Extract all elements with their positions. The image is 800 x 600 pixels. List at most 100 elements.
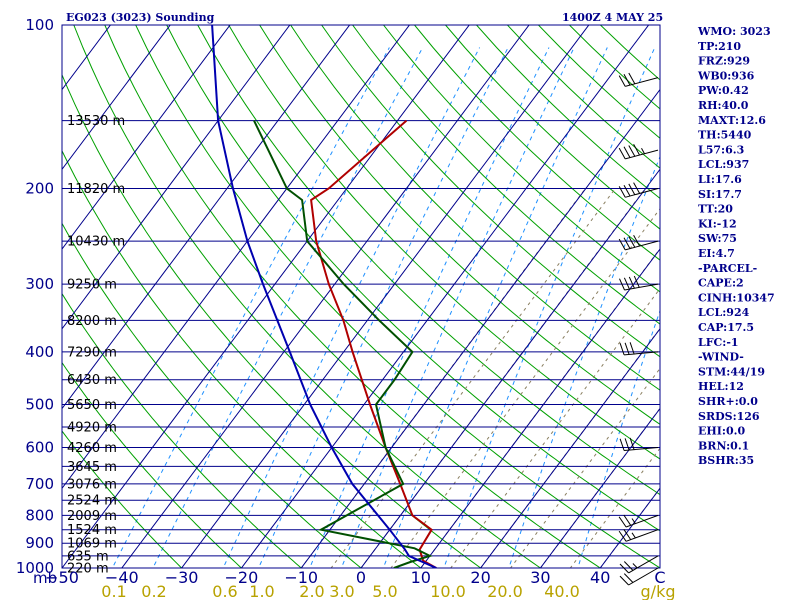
height-labels: 13530 m 11820 m 10430 m 9250 m 8200 m 7290 m 6… bbox=[67, 114, 125, 576]
isotherm-line bbox=[62, 25, 171, 171]
dry-adiabat-line bbox=[73, 25, 542, 568]
isotherm-line bbox=[420, 248, 660, 568]
height-label: 8200 m bbox=[67, 314, 117, 329]
isotherm-line bbox=[62, 25, 470, 568]
temperature-tick: C bbox=[654, 568, 665, 587]
height-label: 3076 m bbox=[67, 477, 117, 492]
wind-barb bbox=[618, 529, 659, 542]
wind-barb bbox=[619, 437, 659, 451]
temperature-tick: −10 bbox=[284, 568, 318, 587]
height-label: 11820 m bbox=[67, 182, 125, 197]
mixing-ratio-line bbox=[340, 47, 575, 568]
stat-item: EI:4.7 bbox=[698, 247, 735, 260]
isobar-lines bbox=[62, 24, 660, 569]
pressure-tick-700: 700 bbox=[25, 475, 54, 493]
temperature-tick-labels: −50 −40 −30 −20 −10 0 10 20 30 40 C bbox=[45, 568, 665, 587]
stat-item: -WIND- bbox=[698, 351, 744, 364]
stat-item: FRZ:929 bbox=[698, 55, 750, 68]
height-label: 1069 m bbox=[67, 537, 117, 552]
mixing-ratio-tick: 3.0 bbox=[329, 582, 354, 600]
moist-adiabat-line bbox=[569, 447, 660, 568]
chart-time: 1400Z 4 MAY 25 bbox=[562, 11, 663, 24]
wind-barb bbox=[619, 342, 659, 356]
temperature-tick: −40 bbox=[105, 568, 139, 587]
dry-adiabat-line bbox=[62, 73, 482, 568]
temperature-profile bbox=[310, 119, 437, 568]
height-label: 3645 m bbox=[67, 460, 117, 475]
mixing-ratio-tick: g/kg bbox=[641, 582, 676, 600]
mixing-ratio-tick: 40.0 bbox=[544, 582, 580, 600]
dry-adiabat-line bbox=[259, 25, 660, 425]
stat-item: CAPE:2 bbox=[698, 277, 744, 290]
temperature-tick: −20 bbox=[225, 568, 259, 587]
height-label: 5650 m bbox=[67, 398, 117, 413]
stat-item: L57:6.3 bbox=[698, 143, 744, 156]
stat-item: STM:44/19 bbox=[698, 365, 765, 378]
dry-adiabat-line bbox=[62, 361, 243, 568]
stat-item: SI:17.7 bbox=[698, 188, 742, 201]
temperature-tick: 0 bbox=[356, 568, 366, 587]
dry-adiabat-line bbox=[290, 25, 660, 391]
wind-barb bbox=[619, 555, 659, 574]
stat-item: PW:0.42 bbox=[698, 84, 749, 97]
isotherm-line bbox=[62, 25, 291, 330]
mixing-ratio-tick: 0.2 bbox=[141, 582, 166, 600]
moist-adiabat-line bbox=[539, 407, 660, 568]
moist-adiabat-line bbox=[390, 207, 660, 568]
moist-adiabat-line bbox=[509, 367, 660, 568]
mixing-ratio-tick: 0.1 bbox=[101, 582, 126, 600]
isotherm-line bbox=[62, 25, 411, 490]
height-label: 2009 m bbox=[67, 509, 117, 524]
mixing-ratio-line bbox=[443, 47, 656, 568]
mixing-ratio-tick: 20.0 bbox=[487, 582, 523, 600]
temperature-tick: 40 bbox=[590, 568, 610, 587]
mixing-ratio-tick: 2.0 bbox=[299, 582, 324, 600]
plot-frame bbox=[61, 24, 661, 569]
pressure-tick-400: 400 bbox=[25, 343, 54, 361]
wind-barb bbox=[618, 514, 659, 528]
isotherm-line bbox=[539, 407, 660, 568]
moist-adiabat-line bbox=[599, 487, 660, 568]
height-label: 7290 m bbox=[67, 345, 117, 360]
isotherm-line bbox=[479, 327, 660, 568]
moist-adiabat-line bbox=[330, 188, 616, 568]
height-label: 2524 m bbox=[67, 494, 117, 509]
stat-item: LCL:937 bbox=[698, 158, 749, 171]
dry-adiabat-line bbox=[166, 25, 660, 532]
stat-item: CAP:17.5 bbox=[698, 321, 754, 334]
wind-barb bbox=[618, 72, 659, 87]
pressure-unit-label: mb bbox=[33, 569, 57, 587]
stat-item: TT:20 bbox=[698, 203, 733, 216]
temperature-tick: 20 bbox=[470, 568, 490, 587]
stat-item: SW:75 bbox=[698, 232, 737, 245]
stat-item: SRDS:126 bbox=[698, 410, 760, 423]
height-label: 6430 m bbox=[67, 373, 117, 388]
dry-adiabat-line bbox=[352, 25, 660, 325]
stat-item: KI:-12 bbox=[698, 217, 737, 230]
dry-adiabat-line bbox=[414, 25, 660, 261]
stat-item: -PARCEL- bbox=[698, 262, 757, 275]
background-grid bbox=[62, 25, 660, 568]
stat-item: WB0:936 bbox=[697, 69, 755, 82]
mixing-ratio-line bbox=[508, 155, 660, 568]
dry-adiabat-line bbox=[135, 25, 660, 568]
mixing-ratio-tick: 10.0 bbox=[430, 582, 466, 600]
pressure-tick-300: 300 bbox=[25, 275, 54, 293]
temperature-tick: −50 bbox=[45, 568, 79, 587]
wind-barb bbox=[618, 234, 659, 251]
stat-item: TH:5440 bbox=[698, 129, 752, 142]
stat-item: BRN:0.1 bbox=[698, 439, 749, 452]
parcel-profile bbox=[211, 25, 437, 568]
dry-adiabat-line bbox=[62, 430, 183, 568]
height-label: 13530 m bbox=[67, 114, 125, 129]
isotherm-line bbox=[121, 25, 530, 568]
wind-barbs bbox=[618, 72, 659, 586]
dry-adiabat-line bbox=[62, 149, 422, 568]
pressure-tick-labels: 100 200 300 400 500 600 700 800 900 1000 bbox=[16, 16, 54, 577]
isotherm-line bbox=[62, 25, 231, 250]
chart-title: EG023 (3023) Sounding bbox=[66, 11, 215, 24]
dry-adiabat-line bbox=[321, 25, 660, 358]
isotherm-line bbox=[240, 25, 650, 568]
mixing-ratio-tick-labels: 0.1 0.2 0.6 1.0 2.0 3.0 5.0 10.0 20.0 40.0 g/kg bbox=[101, 582, 675, 600]
